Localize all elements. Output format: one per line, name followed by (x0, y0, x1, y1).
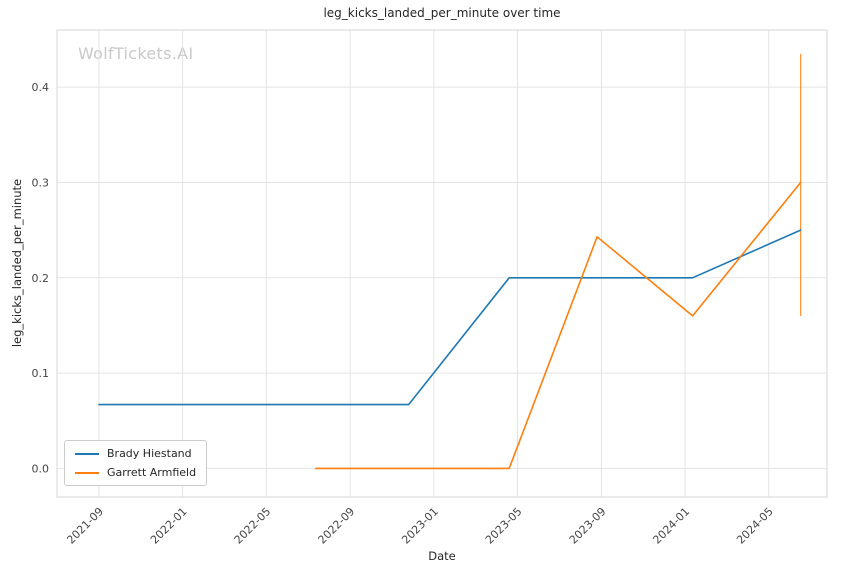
y-tick-label: 0.4 (32, 81, 50, 94)
x-tick-label: 2022-09 (316, 505, 358, 547)
legend-label: Garrett Armfield (107, 466, 197, 479)
x-tick-label: 2023-05 (483, 505, 525, 547)
legend-item: Garrett Armfield (75, 466, 196, 479)
x-tick-label: 2023-01 (399, 505, 441, 547)
legend-line-swatch (75, 452, 99, 455)
x-axis-label: Date (428, 549, 456, 563)
series-line-garrett-armfield (314, 181, 802, 470)
series-line-brady-hiestand (98, 229, 802, 406)
y-tick-label: 0.2 (32, 272, 50, 285)
legend-item: Brady Hiestand (75, 447, 196, 460)
legend-line-swatch (75, 471, 99, 474)
x-tick-label: 2022-05 (232, 505, 274, 547)
x-tick-label: 2021-09 (64, 505, 106, 547)
legend: Brady Hiestand Garrett Armfield (64, 440, 208, 486)
chart-title: leg_kicks_landed_per_minute over time (323, 6, 561, 20)
x-tick-label: 2024-05 (734, 505, 776, 547)
watermark: WolfTickets.AI (78, 44, 194, 63)
x-tick-label: 2022-01 (148, 505, 190, 547)
legend-label: Brady Hiestand (107, 447, 192, 460)
y-tick-label: 0.1 (32, 367, 50, 380)
y-tick-label: 0.3 (32, 176, 50, 189)
y-tick-label: 0.0 (32, 462, 50, 475)
x-tick-label: 2024-01 (650, 505, 692, 547)
x-tick-label: 2023-09 (567, 505, 609, 547)
y-axis-label: leg_kicks_landed_per_minute (10, 178, 24, 348)
plot-border (56, 29, 828, 498)
